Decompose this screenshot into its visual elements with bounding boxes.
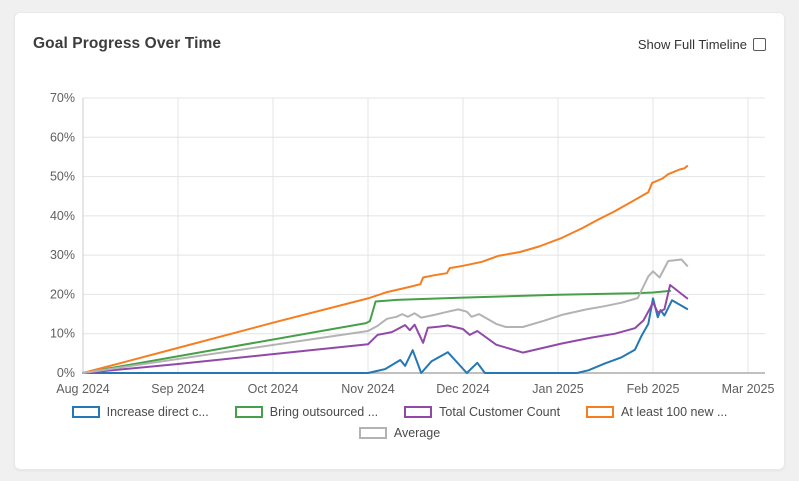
legend-swatch — [404, 406, 433, 418]
series-line-bring-outsourced — [82, 289, 672, 374]
x-tick-label: Nov 2024 — [341, 382, 395, 396]
legend-item-at-least-100-new[interactable]: At least 100 new ... — [586, 405, 727, 419]
line-chart-canvas: 0% 10% 20% 30% 40% 50% 60% 70% Aug 2024 Sep 2024 O… — [50, 91, 775, 396]
x-tick-label: Aug 2024 — [56, 382, 110, 396]
y-tick-label: 70% — [50, 91, 75, 105]
x-tick-label: Sep 2024 — [151, 382, 205, 396]
y-tick-label: 20% — [50, 287, 75, 301]
y-tick-label: 50% — [50, 170, 75, 184]
x-tick-label: Oct 2024 — [248, 382, 299, 396]
x-tick-label: Mar 2025 — [722, 382, 775, 396]
series-line-increase-direct-c — [82, 297, 689, 374]
show-full-timeline-checkbox[interactable] — [753, 37, 766, 51]
x-tick-label: Feb 2025 — [627, 382, 680, 396]
series-line-at-least-100-new — [82, 165, 689, 374]
y-tick-label: 0% — [57, 366, 75, 380]
legend-label: Average — [393, 426, 441, 440]
y-tick-label: 40% — [50, 209, 75, 223]
x-tick-label: Dec 2024 — [436, 382, 490, 396]
series-line-total-customer-count — [82, 284, 689, 374]
x-tick-label: Jan 2025 — [532, 382, 583, 396]
chart-legend: Increase direct c... Bring outsourced ...… — [50, 405, 750, 440]
legend-swatch — [71, 406, 100, 418]
y-tick-label: 60% — [50, 130, 75, 144]
legend-label: Increase direct c... — [106, 405, 209, 419]
legend-label: Total Customer Count — [439, 405, 561, 419]
legend-label: At least 100 new ... — [621, 405, 728, 419]
show-full-timeline-label: Show Full Timeline — [637, 36, 747, 52]
goal-progress-chart: 0% 10% 20% 30% 40% 50% 60% 70% Aug 2024 Sep 2024 O… — [29, 83, 785, 403]
series-line-average — [82, 258, 689, 374]
legend-swatch — [586, 406, 615, 418]
show-full-timeline-toggle[interactable]: Show Full Timeline — [638, 37, 766, 52]
legend-item-increase-direct-c[interactable]: Increase direct c... — [71, 405, 209, 419]
page-title: Goal Progress Over Time — [33, 35, 222, 52]
legend-item-average[interactable]: Average — [358, 426, 441, 440]
legend-item-total-customer-count[interactable]: Total Customer Count — [404, 405, 560, 419]
legend-swatch — [234, 406, 263, 418]
legend-item-bring-outsourced[interactable]: Bring outsourced ... — [234, 405, 379, 419]
goal-progress-card: Goal Progress Over Time Show Full Timeli… — [14, 12, 785, 470]
y-tick-label: 30% — [50, 248, 75, 262]
legend-swatch — [358, 427, 387, 439]
card-header: Goal Progress Over Time Show Full Timeli… — [15, 13, 784, 59]
legend-label: Bring outsourced ... — [269, 405, 379, 419]
y-tick-label: 10% — [50, 327, 75, 341]
